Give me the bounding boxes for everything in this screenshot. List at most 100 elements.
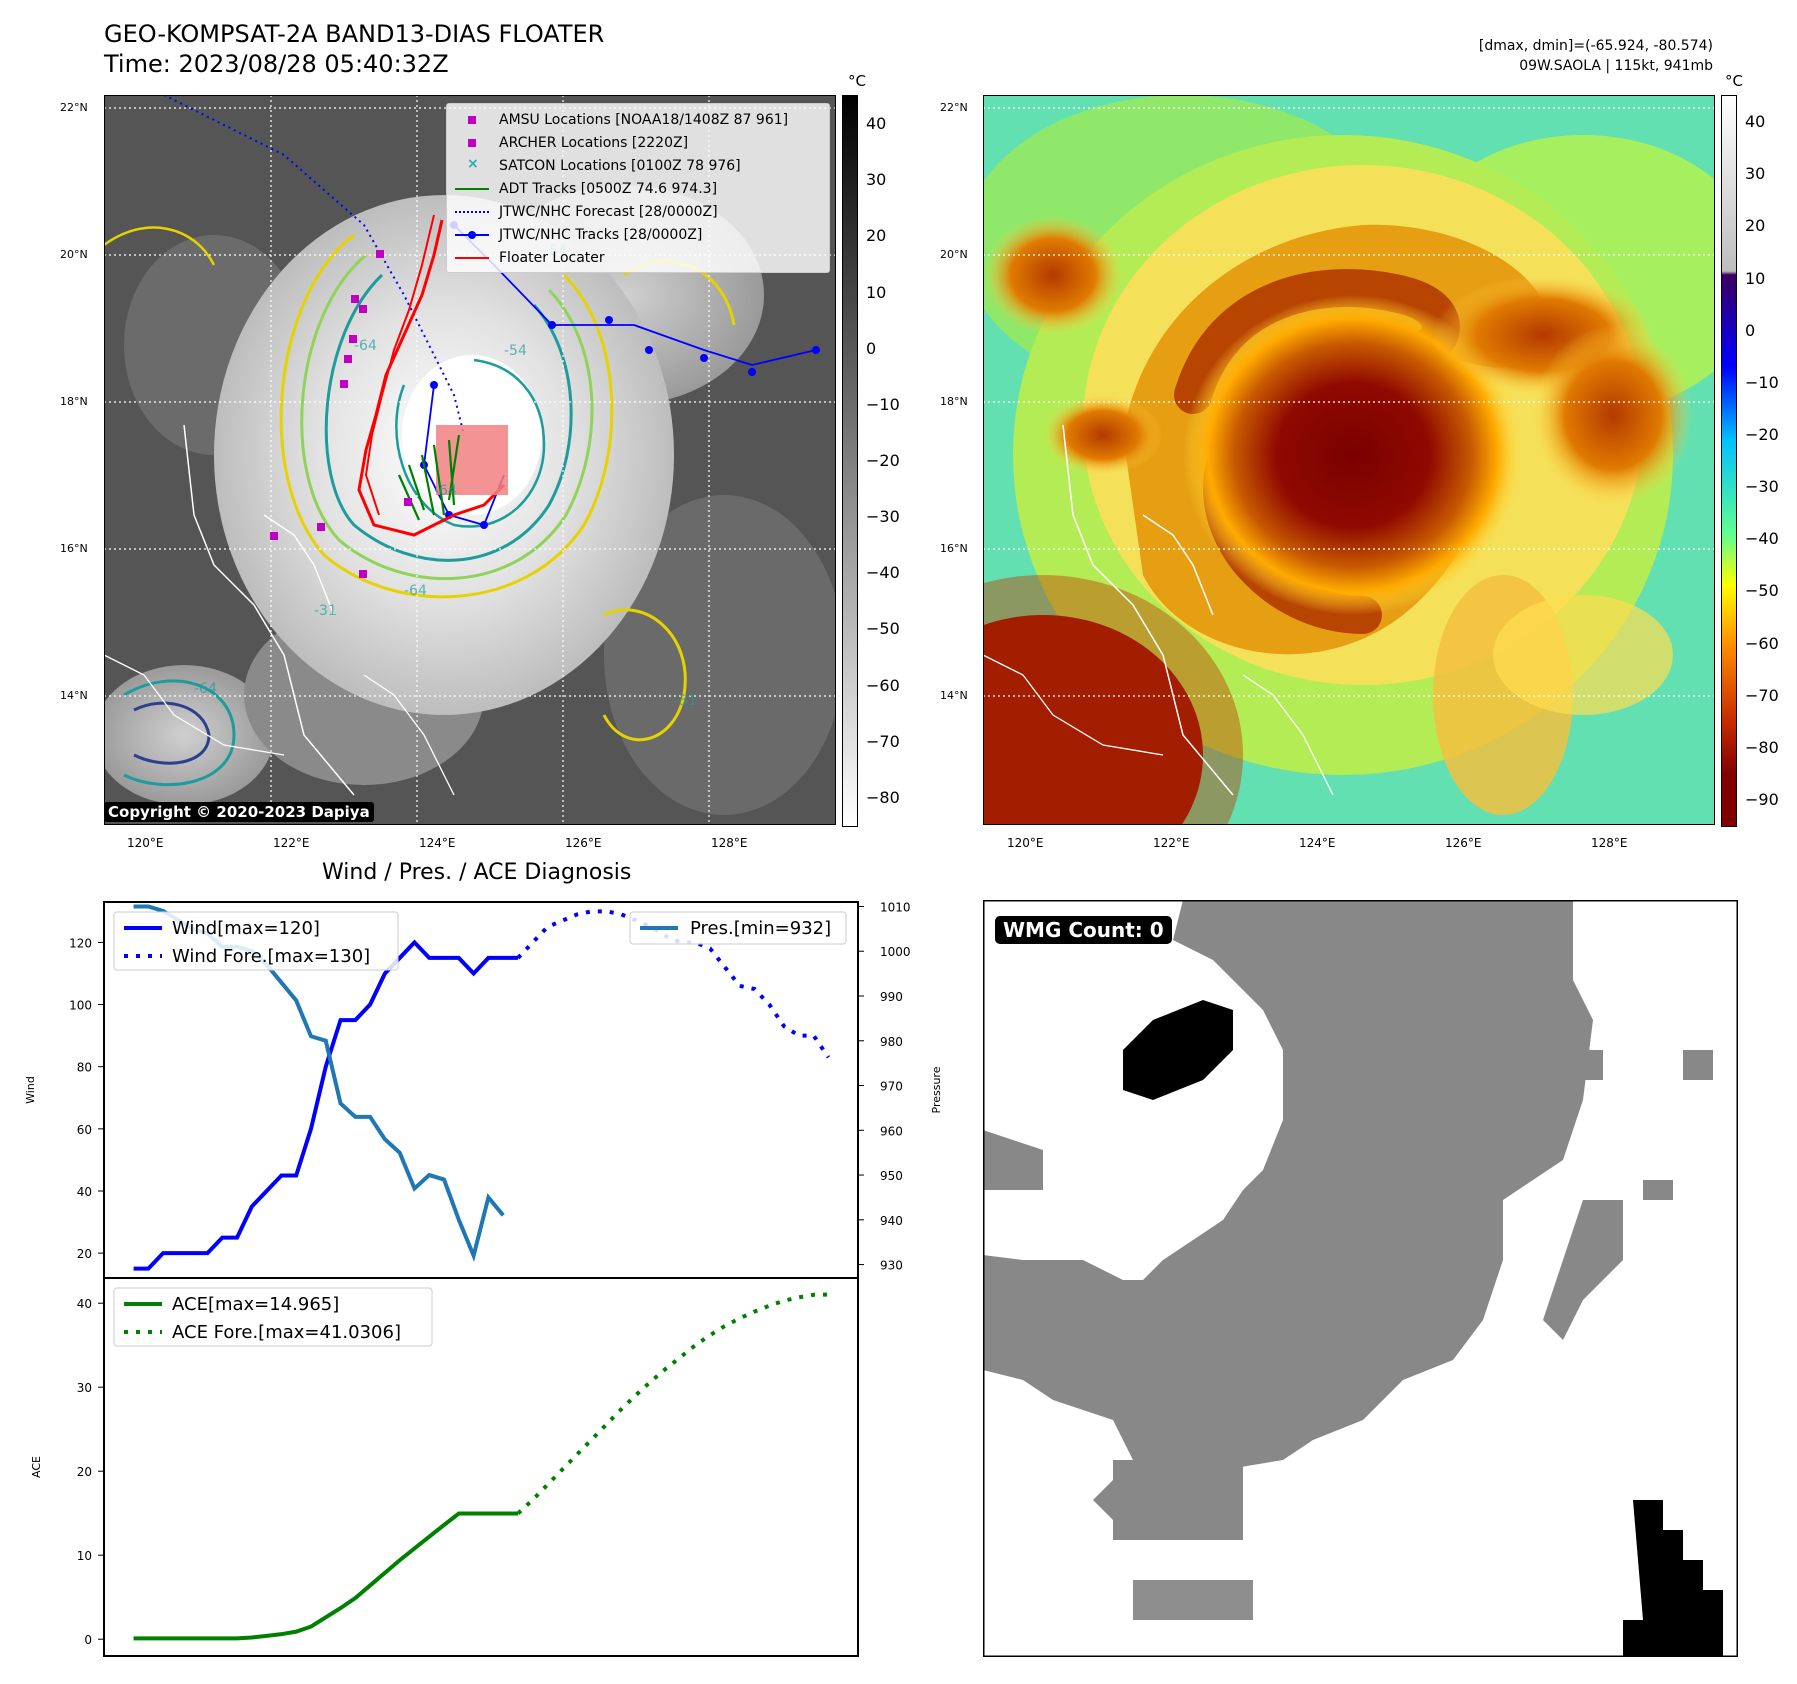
colorbar1-tick-label: 30: [866, 170, 887, 190]
amsu-markers: [270, 250, 412, 578]
figure-title-line2: Time: 2023/08/28 05:40:32Z: [104, 50, 449, 78]
wind-forecast-line: [516, 909, 831, 1059]
legend-symbol: [455, 206, 489, 218]
lat-tick-label: 22°N: [940, 101, 968, 114]
pressure-tick-label: 930: [880, 1259, 903, 1273]
colorbar1-tick-label: 20: [866, 226, 887, 246]
pressure-tick-label: 950: [880, 1169, 903, 1183]
contour-teal: [324, 273, 573, 562]
legend-symbol: [455, 137, 489, 149]
lon-tick-label: 122°E: [1153, 836, 1190, 850]
colorbar2-tick-label: −10: [1745, 372, 1779, 392]
lat-tick-label: 22°N: [60, 101, 88, 114]
ace-series-line: [133, 1511, 518, 1641]
lat-tick-label: 18°N: [60, 395, 88, 408]
colorbar2-tick-label: −70: [1745, 685, 1779, 705]
pressure-tick-label: 990: [880, 990, 903, 1004]
diagnosis-chart: 2040608010012093094095096097098099010001…: [24, 900, 943, 1657]
legend-entry: JTWC/NHC Forecast [28/0000Z]: [455, 202, 718, 222]
coastline: [183, 424, 355, 796]
wmg-black-region: [1123, 1000, 1233, 1100]
wind-tick-label: 40: [77, 1185, 92, 1199]
colorbar2-tick-label: −90: [1745, 789, 1779, 809]
legend-entry: Floater Locater: [455, 248, 605, 268]
wind-tick-label: 100: [69, 999, 92, 1013]
colorbar1-tick-label: −50: [866, 619, 900, 639]
colorbar2-tick-label: −50: [1745, 581, 1779, 601]
colorbar2-tick-label: −60: [1745, 633, 1779, 653]
legend-symbol: ×: [467, 156, 479, 172]
pressure-tick-label: 970: [880, 1080, 903, 1094]
pressure-tick-label: 1010: [880, 900, 911, 914]
lon-tick-label: 126°E: [1445, 836, 1482, 850]
legend-label: Floater Locater: [499, 250, 605, 266]
wmg-panel: WMG Count: 0: [981, 898, 1740, 1659]
legend-entry: ADT Tracks [0500Z 74.6 974.3]: [455, 179, 717, 199]
svg-text:-64: -64: [434, 483, 457, 499]
wind-axis-label: Wind: [24, 1076, 37, 1104]
legend-symbol: [455, 252, 489, 264]
pressure-tick-label: 980: [880, 1035, 903, 1049]
wmg-mask-svg: [981, 898, 1740, 1659]
ace-tick-label: 30: [77, 1381, 92, 1395]
legend-entry: ARCHER Locations [2220Z]: [455, 133, 688, 153]
wmg-gray-region: [983, 900, 1593, 1540]
ace-tick-label: 20: [77, 1465, 92, 1479]
ace-forecast-legend-label: ACE Fore.[max=41.0306]: [172, 1322, 401, 1343]
colorbar2-tick-label: −30: [1745, 477, 1779, 497]
legend-label: SATCON Locations [0100Z 78 976]: [499, 158, 741, 174]
colorbar1-tick-label: −30: [866, 507, 900, 527]
pressure-legend-box: [629, 911, 847, 945]
colorbar2-tick-label: 40: [1745, 112, 1766, 132]
copyright-label: Copyright © 2020-2023 Dapiya: [104, 802, 374, 822]
pressure-tick-label: 940: [880, 1214, 903, 1228]
adt-tracks: [397, 434, 461, 521]
colorbar1-bar: [842, 95, 858, 827]
wind-legend-box: [113, 911, 399, 971]
ir-color-map: [843, 94, 1763, 935]
legend-label: JTWC/NHC Tracks [28/0000Z]: [499, 227, 703, 243]
colorbar1-tick-label: 0: [866, 338, 877, 358]
ace-axis-label: ACE: [30, 1456, 43, 1478]
wind-tick-label: 20: [77, 1247, 92, 1261]
wind-tick-label: 60: [77, 1123, 92, 1137]
ir-color-svg: [843, 94, 1763, 935]
lon-tick-label: 128°E: [711, 836, 748, 850]
svg-text:-64: -64: [404, 583, 427, 599]
legend-label: ARCHER Locations [2220Z]: [499, 135, 689, 151]
colorbar2-unit: °C: [1725, 72, 1743, 90]
wind-forecast-legend-label: Wind Fore.[max=130]: [172, 946, 370, 967]
intensity-range-text: [dmax, dmin]=(-65.924, -80.574): [1478, 38, 1713, 54]
legend-entry: × SATCON Locations [0100Z 78 976]: [455, 156, 741, 176]
contour-green: [300, 253, 594, 581]
colorbar1-tick-label: −70: [866, 731, 900, 751]
colorbar1-unit: °C: [848, 72, 866, 90]
floater-locater-track: [357, 219, 506, 537]
lat-tick-label: 20°N: [60, 248, 88, 261]
svg-text:-31: -31: [314, 603, 337, 619]
lat-tick-label: 20°N: [940, 248, 968, 261]
colorbar2-tick-label: −40: [1745, 529, 1779, 549]
colorbar1-tick-label: 40: [866, 114, 887, 134]
ace-tick-label: 0: [84, 1633, 92, 1647]
pressure-axis-label: Pressure: [930, 1066, 943, 1113]
ace-legend-label: ACE[max=14.965]: [172, 1294, 339, 1315]
pressure-tick-label: 1000: [880, 945, 911, 959]
lon-tick-label: 124°E: [419, 836, 456, 850]
svg-text:-64: -64: [354, 338, 377, 354]
ace-tick-label: 40: [77, 1297, 92, 1311]
ace-forecast-line: [516, 1292, 829, 1515]
lat-tick-label: 16°N: [60, 542, 88, 555]
svg-text:-64: -64: [194, 681, 217, 697]
storm-info-text: 09W.SAOLA | 115kt, 941mb: [1519, 58, 1713, 74]
svg-text:-31: -31: [674, 693, 697, 709]
legend-symbol: [455, 183, 489, 195]
lon-tick-label: 128°E: [1591, 836, 1628, 850]
lat-tick-label: 16°N: [940, 542, 968, 555]
colorbar1-tick-label: 10: [866, 282, 887, 302]
wind-tick-label: 120: [69, 936, 92, 950]
colorbar2-tick-label: 10: [1745, 268, 1766, 288]
legend-label: ADT Tracks [0500Z 74.6 974.3]: [499, 181, 718, 197]
legend-entry: JTWC/NHC Tracks [28/0000Z]: [455, 225, 702, 245]
pressure-legend-label: Pres.[min=932]: [690, 918, 831, 939]
